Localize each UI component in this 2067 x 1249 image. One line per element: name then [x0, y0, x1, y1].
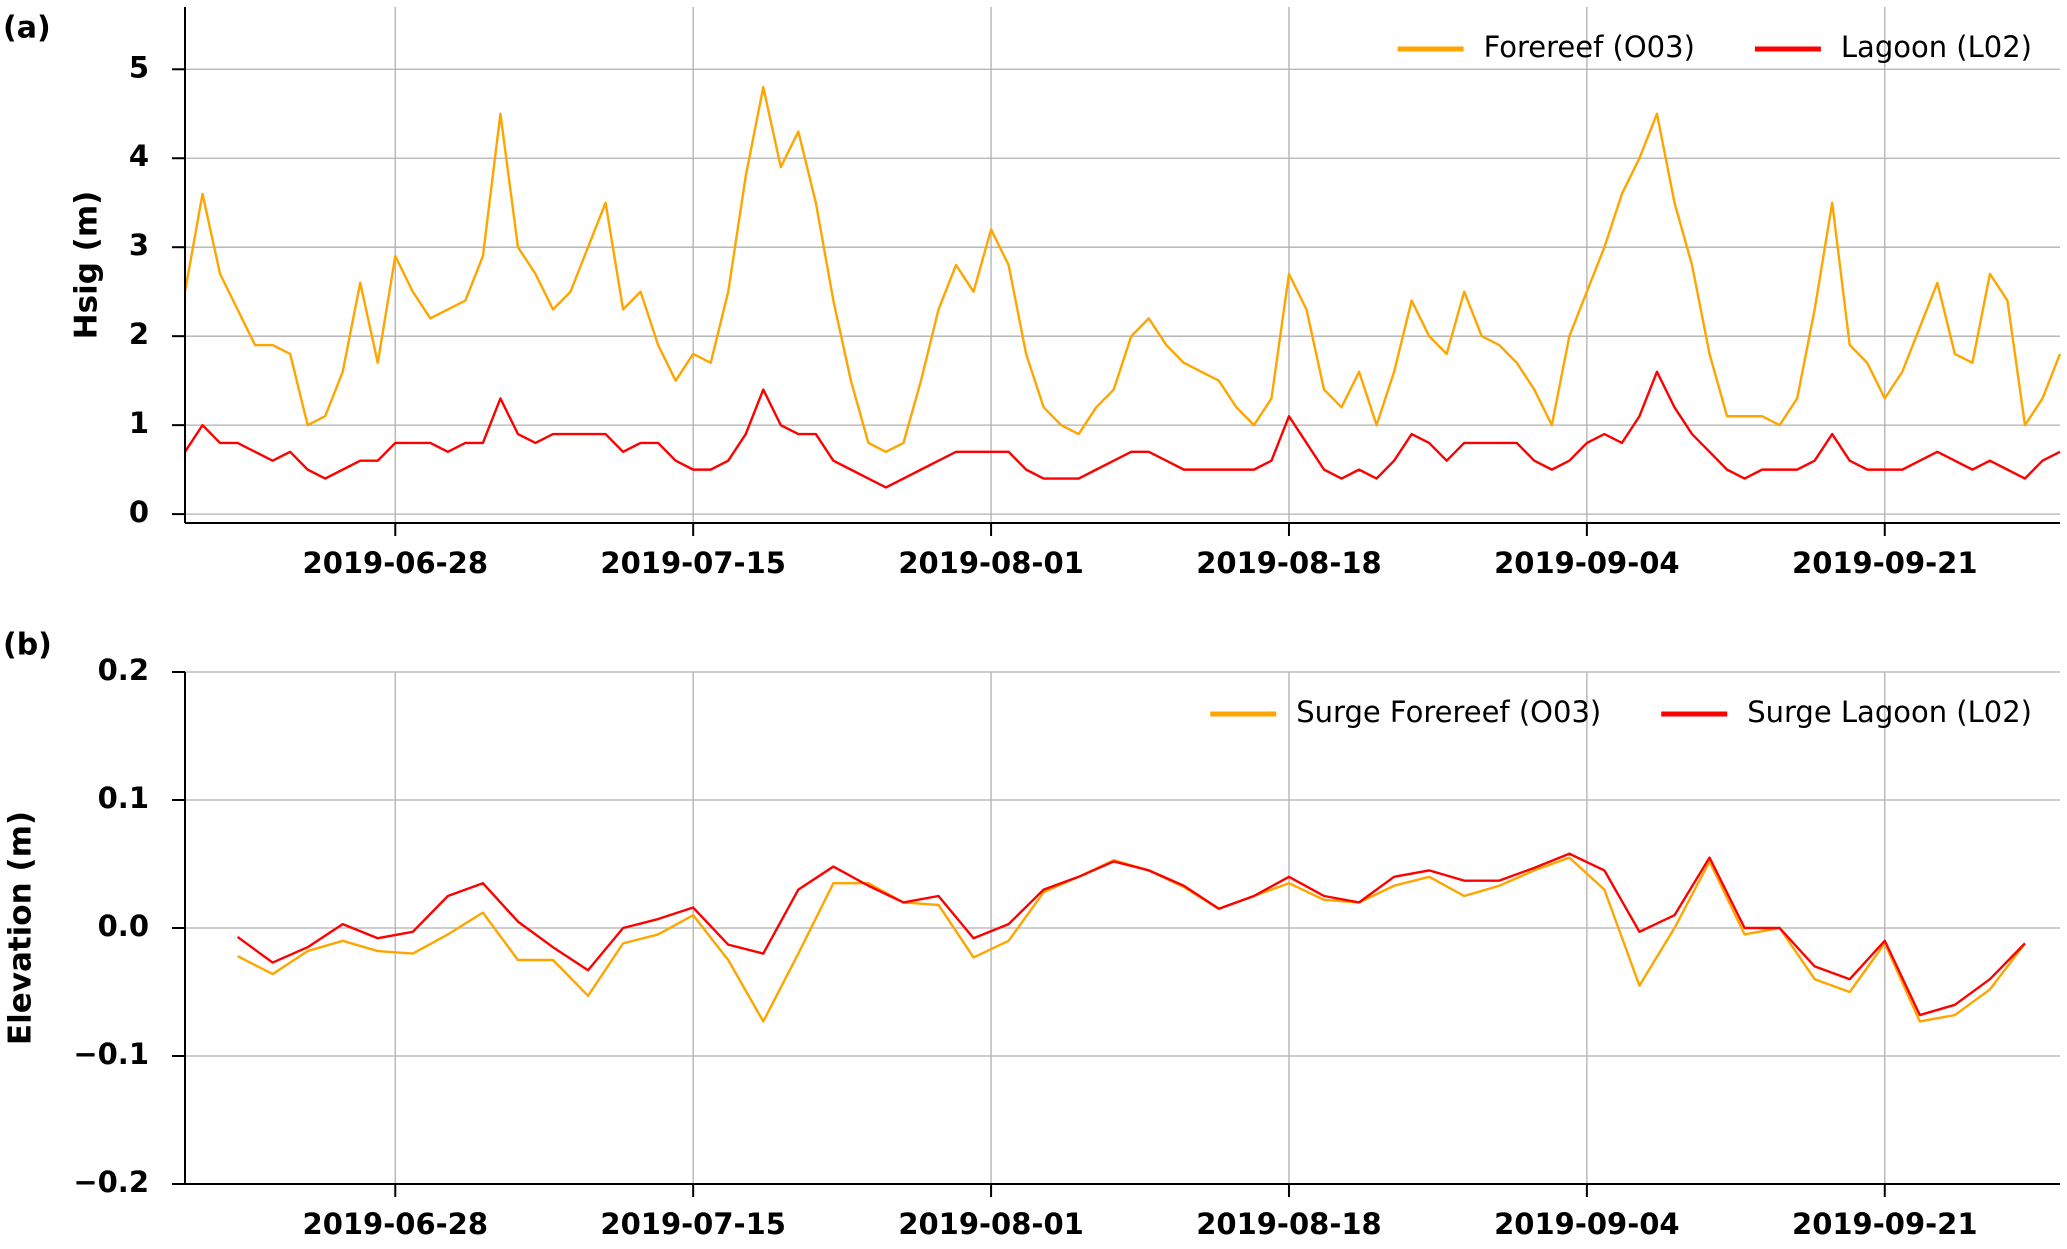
y-tick-label: 0.0 — [98, 909, 149, 943]
x-tick-label: 2019-09-21 — [1792, 546, 1978, 580]
y-tick-label: 5 — [129, 50, 149, 84]
panel-label: (a) — [3, 11, 51, 46]
data-line — [183, 370, 2061, 489]
x-tick-label: 2019-09-04 — [1494, 1207, 1680, 1241]
y-tick-label: 3 — [129, 228, 149, 262]
y-tick-label: 0.1 — [98, 781, 149, 815]
y-axis-label: Hsig (m) — [69, 191, 105, 340]
data-line — [236, 852, 2026, 1017]
x-tick-label: 2019-09-04 — [1494, 546, 1680, 580]
x-tick-label: 2019-06-28 — [303, 1207, 489, 1241]
panel-label: (b) — [3, 628, 52, 663]
y-tick-label: 1 — [129, 406, 149, 440]
y-tick-label: 0 — [129, 495, 149, 529]
data-line — [237, 856, 2026, 1023]
y-axis-label: Elevation (m) — [3, 811, 39, 1045]
legend-label: Lagoon (L02) — [1841, 30, 2032, 64]
x-tick-label: 2019-08-18 — [1196, 546, 1382, 580]
legend-label: Surge Forereef (O03) — [1296, 695, 1601, 729]
y-tick-label: 2 — [129, 317, 149, 351]
y-tick-label: −0.2 — [73, 1165, 149, 1199]
y-tick-label: 4 — [129, 139, 149, 173]
data-line — [183, 85, 2062, 454]
x-tick-label: 2019-07-15 — [600, 1207, 786, 1241]
legend-label: Forereef (O03) — [1484, 30, 1695, 64]
x-tick-label: 2019-06-28 — [303, 546, 489, 580]
y-tick-label: 0.2 — [98, 653, 149, 687]
x-tick-label: 2019-08-01 — [898, 546, 1084, 580]
x-tick-label: 2019-07-15 — [600, 546, 786, 580]
x-tick-label: 2019-08-18 — [1196, 1207, 1382, 1241]
y-tick-label: −0.1 — [73, 1037, 149, 1071]
x-tick-label: 2019-09-21 — [1792, 1207, 1978, 1241]
x-tick-label: 2019-08-01 — [898, 1207, 1084, 1241]
legend-label: Surge Lagoon (L02) — [1747, 695, 2032, 729]
